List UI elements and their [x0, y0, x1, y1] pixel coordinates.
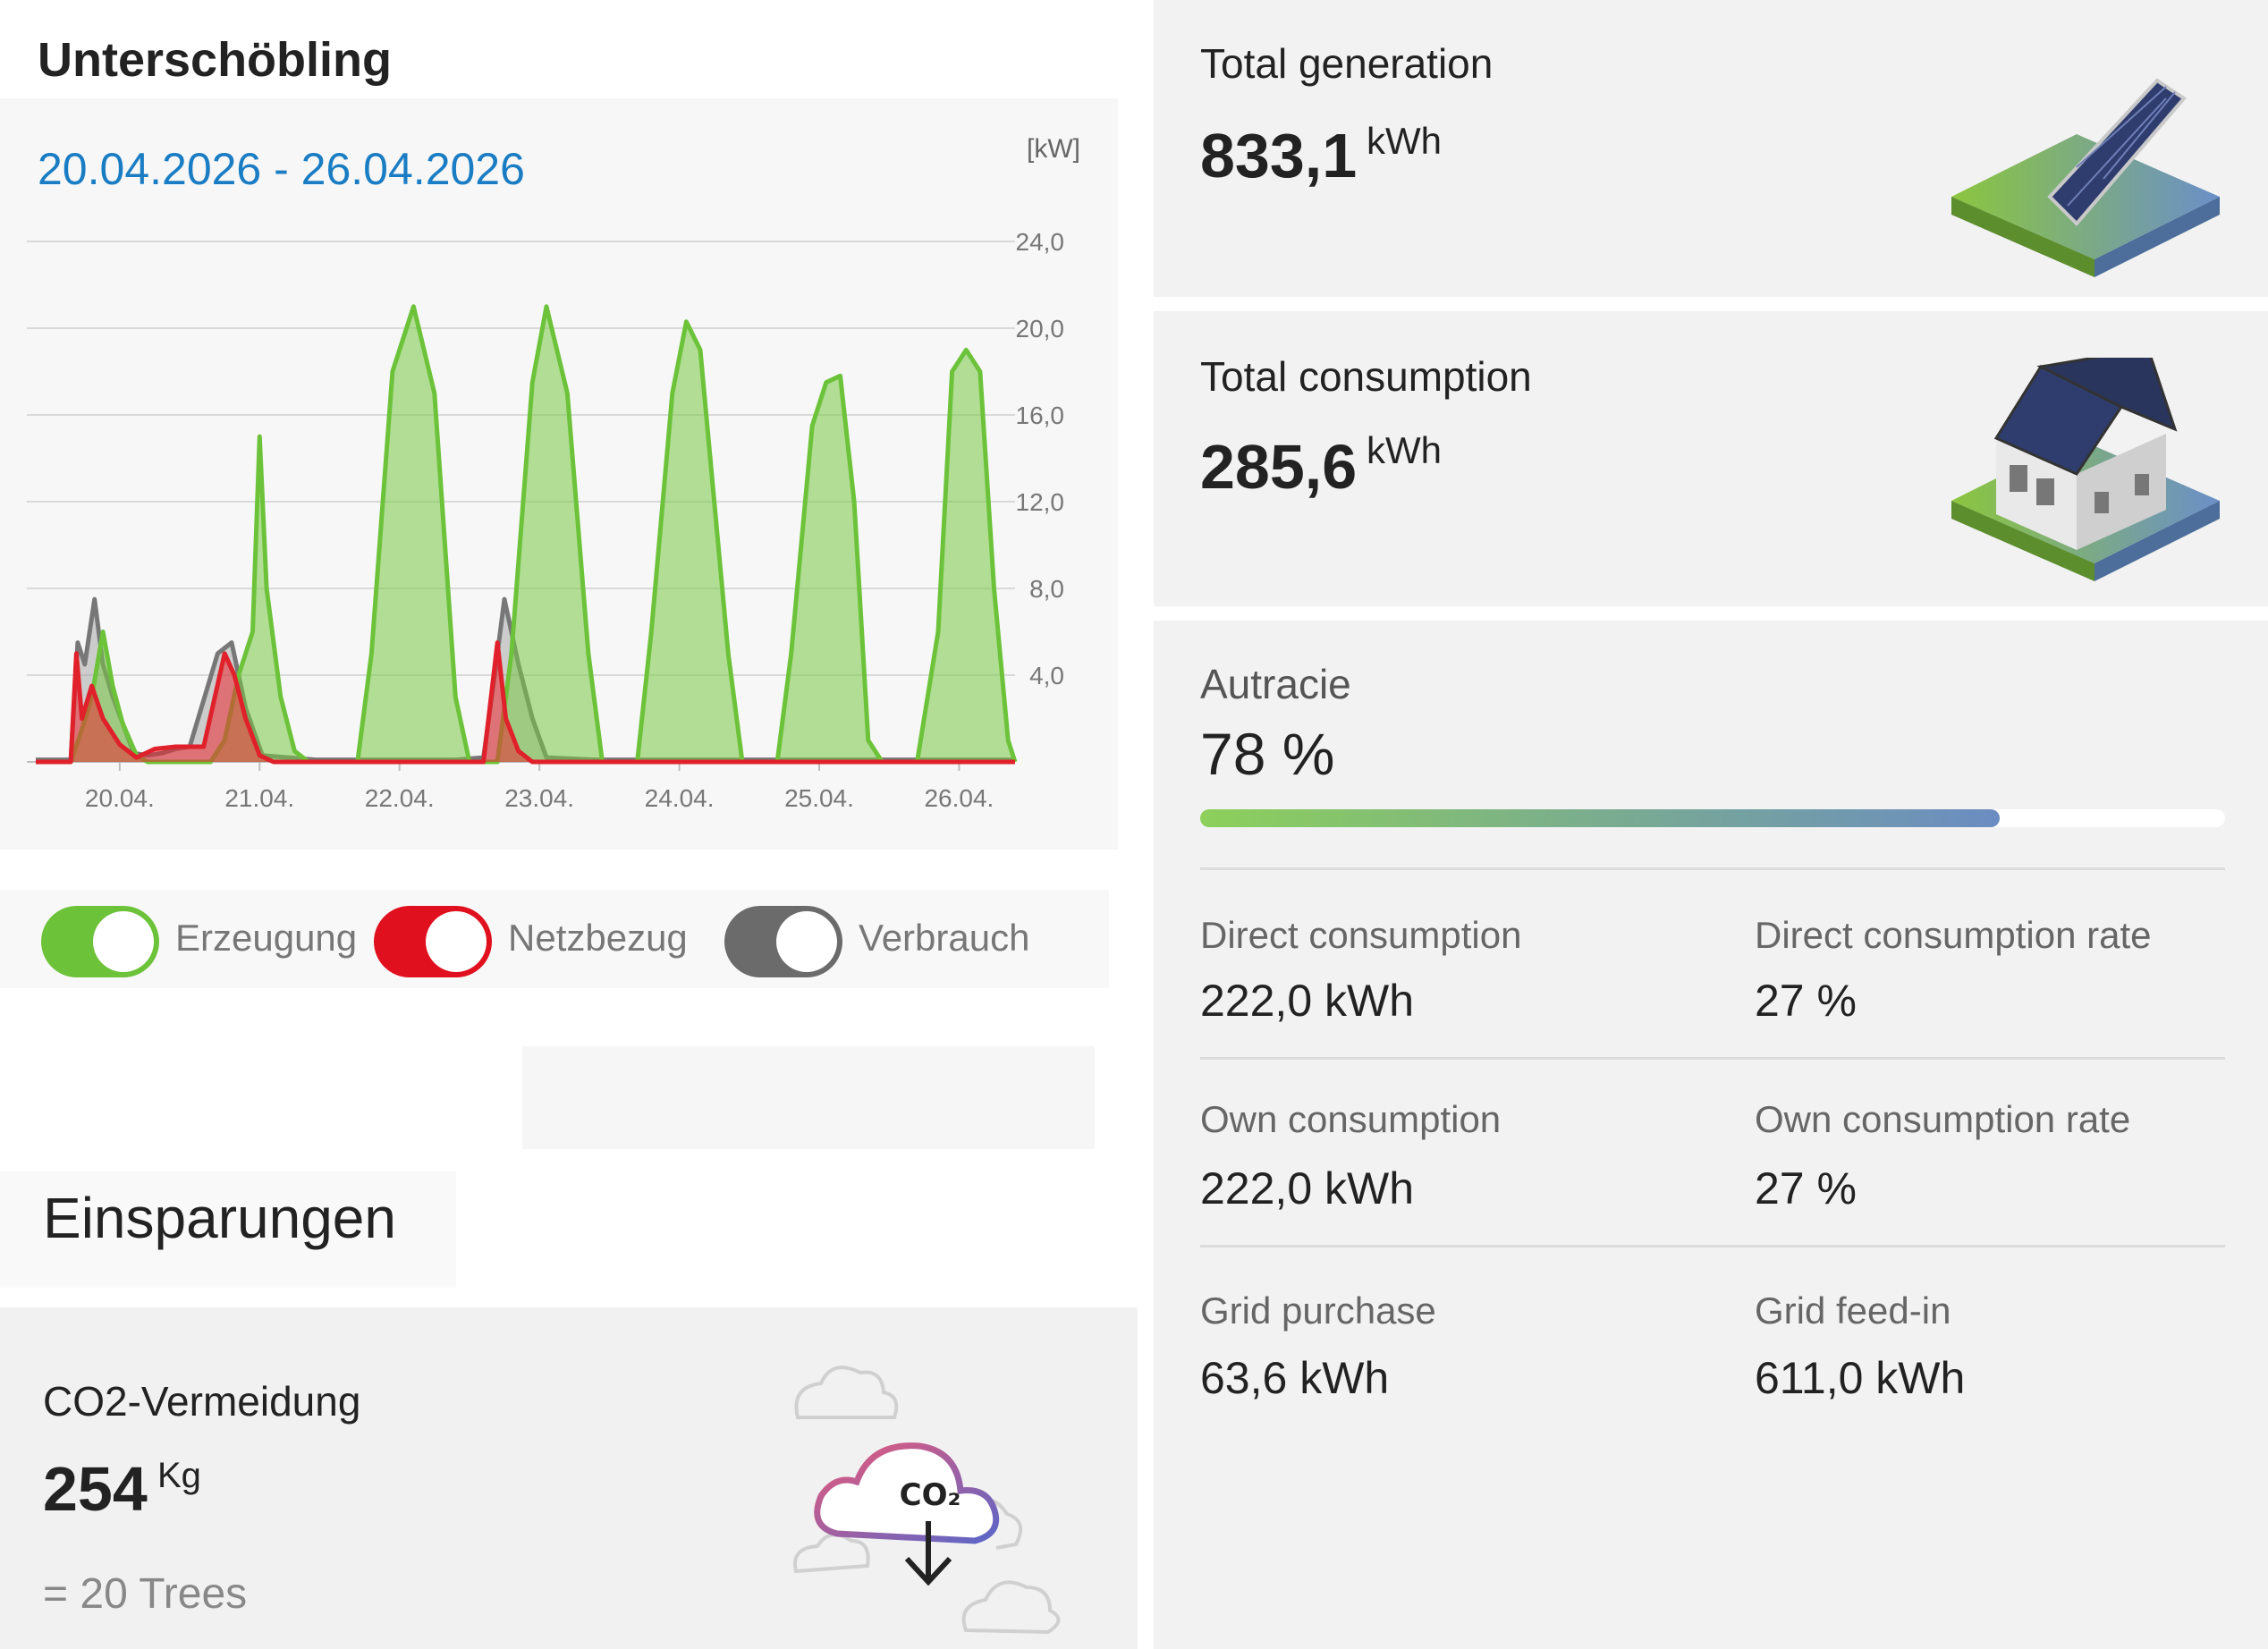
x-tick-label: 22.04.	[365, 784, 435, 812]
date-range[interactable]: 20.04.2026 - 26.04.2026	[38, 144, 525, 194]
direct-consumption-value: 222,0 kWh	[1200, 976, 1415, 1026]
toggle-knob	[93, 911, 154, 972]
y-tick-label: 16,0	[1016, 402, 1065, 429]
autarky-value: 78 %	[1200, 721, 1335, 787]
empty-card	[522, 1046, 1095, 1149]
series-line-netzbezug	[36, 640, 1015, 765]
savings-header	[0, 1171, 456, 1288]
co2-cloud-icon: CO₂	[793, 1366, 1061, 1635]
direct-consumption-label: Direct consumption	[1200, 914, 1522, 956]
card-separator	[1154, 606, 2268, 621]
x-tick-label: 26.04.	[924, 784, 994, 812]
toggle-verbrauch[interactable]	[724, 906, 842, 977]
x-tick-label: 24.04.	[645, 784, 715, 812]
consumption-label: Total consumption	[1200, 353, 1532, 400]
generation-label: Total generation	[1200, 40, 1494, 87]
toggle-erzeugung[interactable]	[41, 906, 159, 977]
x-tick-label: 23.04.	[504, 784, 574, 812]
divider	[1200, 1057, 2225, 1060]
site-title: Unterschöbling	[38, 33, 393, 87]
y-tick-label: 20,0	[1016, 315, 1065, 342]
own-consumption-rate-label: Own consumption rate	[1755, 1098, 2131, 1140]
y-tick-label: 12,0	[1016, 488, 1065, 516]
y-tick-label: 4,0	[1029, 662, 1064, 689]
toggle-knob	[776, 911, 837, 972]
divider	[1200, 867, 2225, 870]
y-tick-label: 24,0	[1016, 228, 1065, 256]
y-tick-label: 8,0	[1029, 575, 1064, 603]
toggle-knob	[426, 911, 487, 972]
own-consumption-rate-value: 27 %	[1755, 1163, 1857, 1213]
series-area-netzbezug	[36, 642, 1015, 762]
consumption-unit: kWh	[1367, 429, 1442, 471]
direct-consumption-rate-value: 27 %	[1755, 976, 1857, 1026]
toggle-netzbezug[interactable]	[374, 906, 492, 977]
x-tick-label: 20.04.	[85, 784, 155, 812]
co2-value: 254	[43, 1454, 148, 1524]
grid-feed-in-label: Grid feed-in	[1755, 1290, 1951, 1332]
co2-text: CO₂	[900, 1477, 961, 1513]
autarky-label: Autracie	[1200, 661, 1351, 707]
series-area-erzeugung	[36, 306, 1015, 762]
autarky-progress-bar	[1200, 809, 2225, 827]
co2-unit: Kg	[157, 1456, 201, 1495]
grid-purchase-label: Grid purchase	[1200, 1290, 1436, 1332]
card-separator	[1154, 297, 2268, 311]
chart-unit-label: [kW]	[1027, 134, 1080, 164]
legend-label-netzbezug: Netzbezug	[508, 917, 688, 959]
divider	[1200, 1245, 2225, 1247]
savings-title: Einsparungen	[43, 1186, 396, 1250]
legend-label-erzeugung: Erzeugung	[175, 917, 358, 959]
x-tick-label: 21.04.	[224, 784, 294, 812]
generation-unit: kWh	[1367, 120, 1442, 162]
own-consumption-value: 222,0 kWh	[1200, 1163, 1415, 1213]
own-consumption-label: Own consumption	[1200, 1098, 1502, 1140]
solar-panel-icon	[1951, 78, 2220, 277]
energy-chart[interactable]: 24,0 20,0 16,0 12,0 8,0 4,0 20.04. 21.04. 22.04.…	[27, 215, 1127, 823]
grid-feed-in-value: 611,0 kWh	[1755, 1353, 1966, 1403]
x-tick-label: 25.04.	[784, 784, 854, 812]
autarky-progress-fill	[1200, 809, 2000, 827]
chart-legend: Erzeugung Netzbezug Verbrauch	[0, 890, 1109, 988]
legend-label-verbrauch: Verbrauch	[859, 917, 1030, 959]
co2-trees-equivalent: = 20 Trees	[43, 1570, 248, 1618]
consumption-value: 285,6	[1200, 432, 1358, 502]
generation-value: 833,1	[1200, 121, 1358, 190]
grid-purchase-value: 63,6 kWh	[1200, 1353, 1390, 1403]
house-icon	[1951, 358, 2220, 581]
co2-label: CO2-Vermeidung	[43, 1378, 361, 1425]
direct-consumption-rate-label: Direct consumption rate	[1755, 914, 2152, 956]
